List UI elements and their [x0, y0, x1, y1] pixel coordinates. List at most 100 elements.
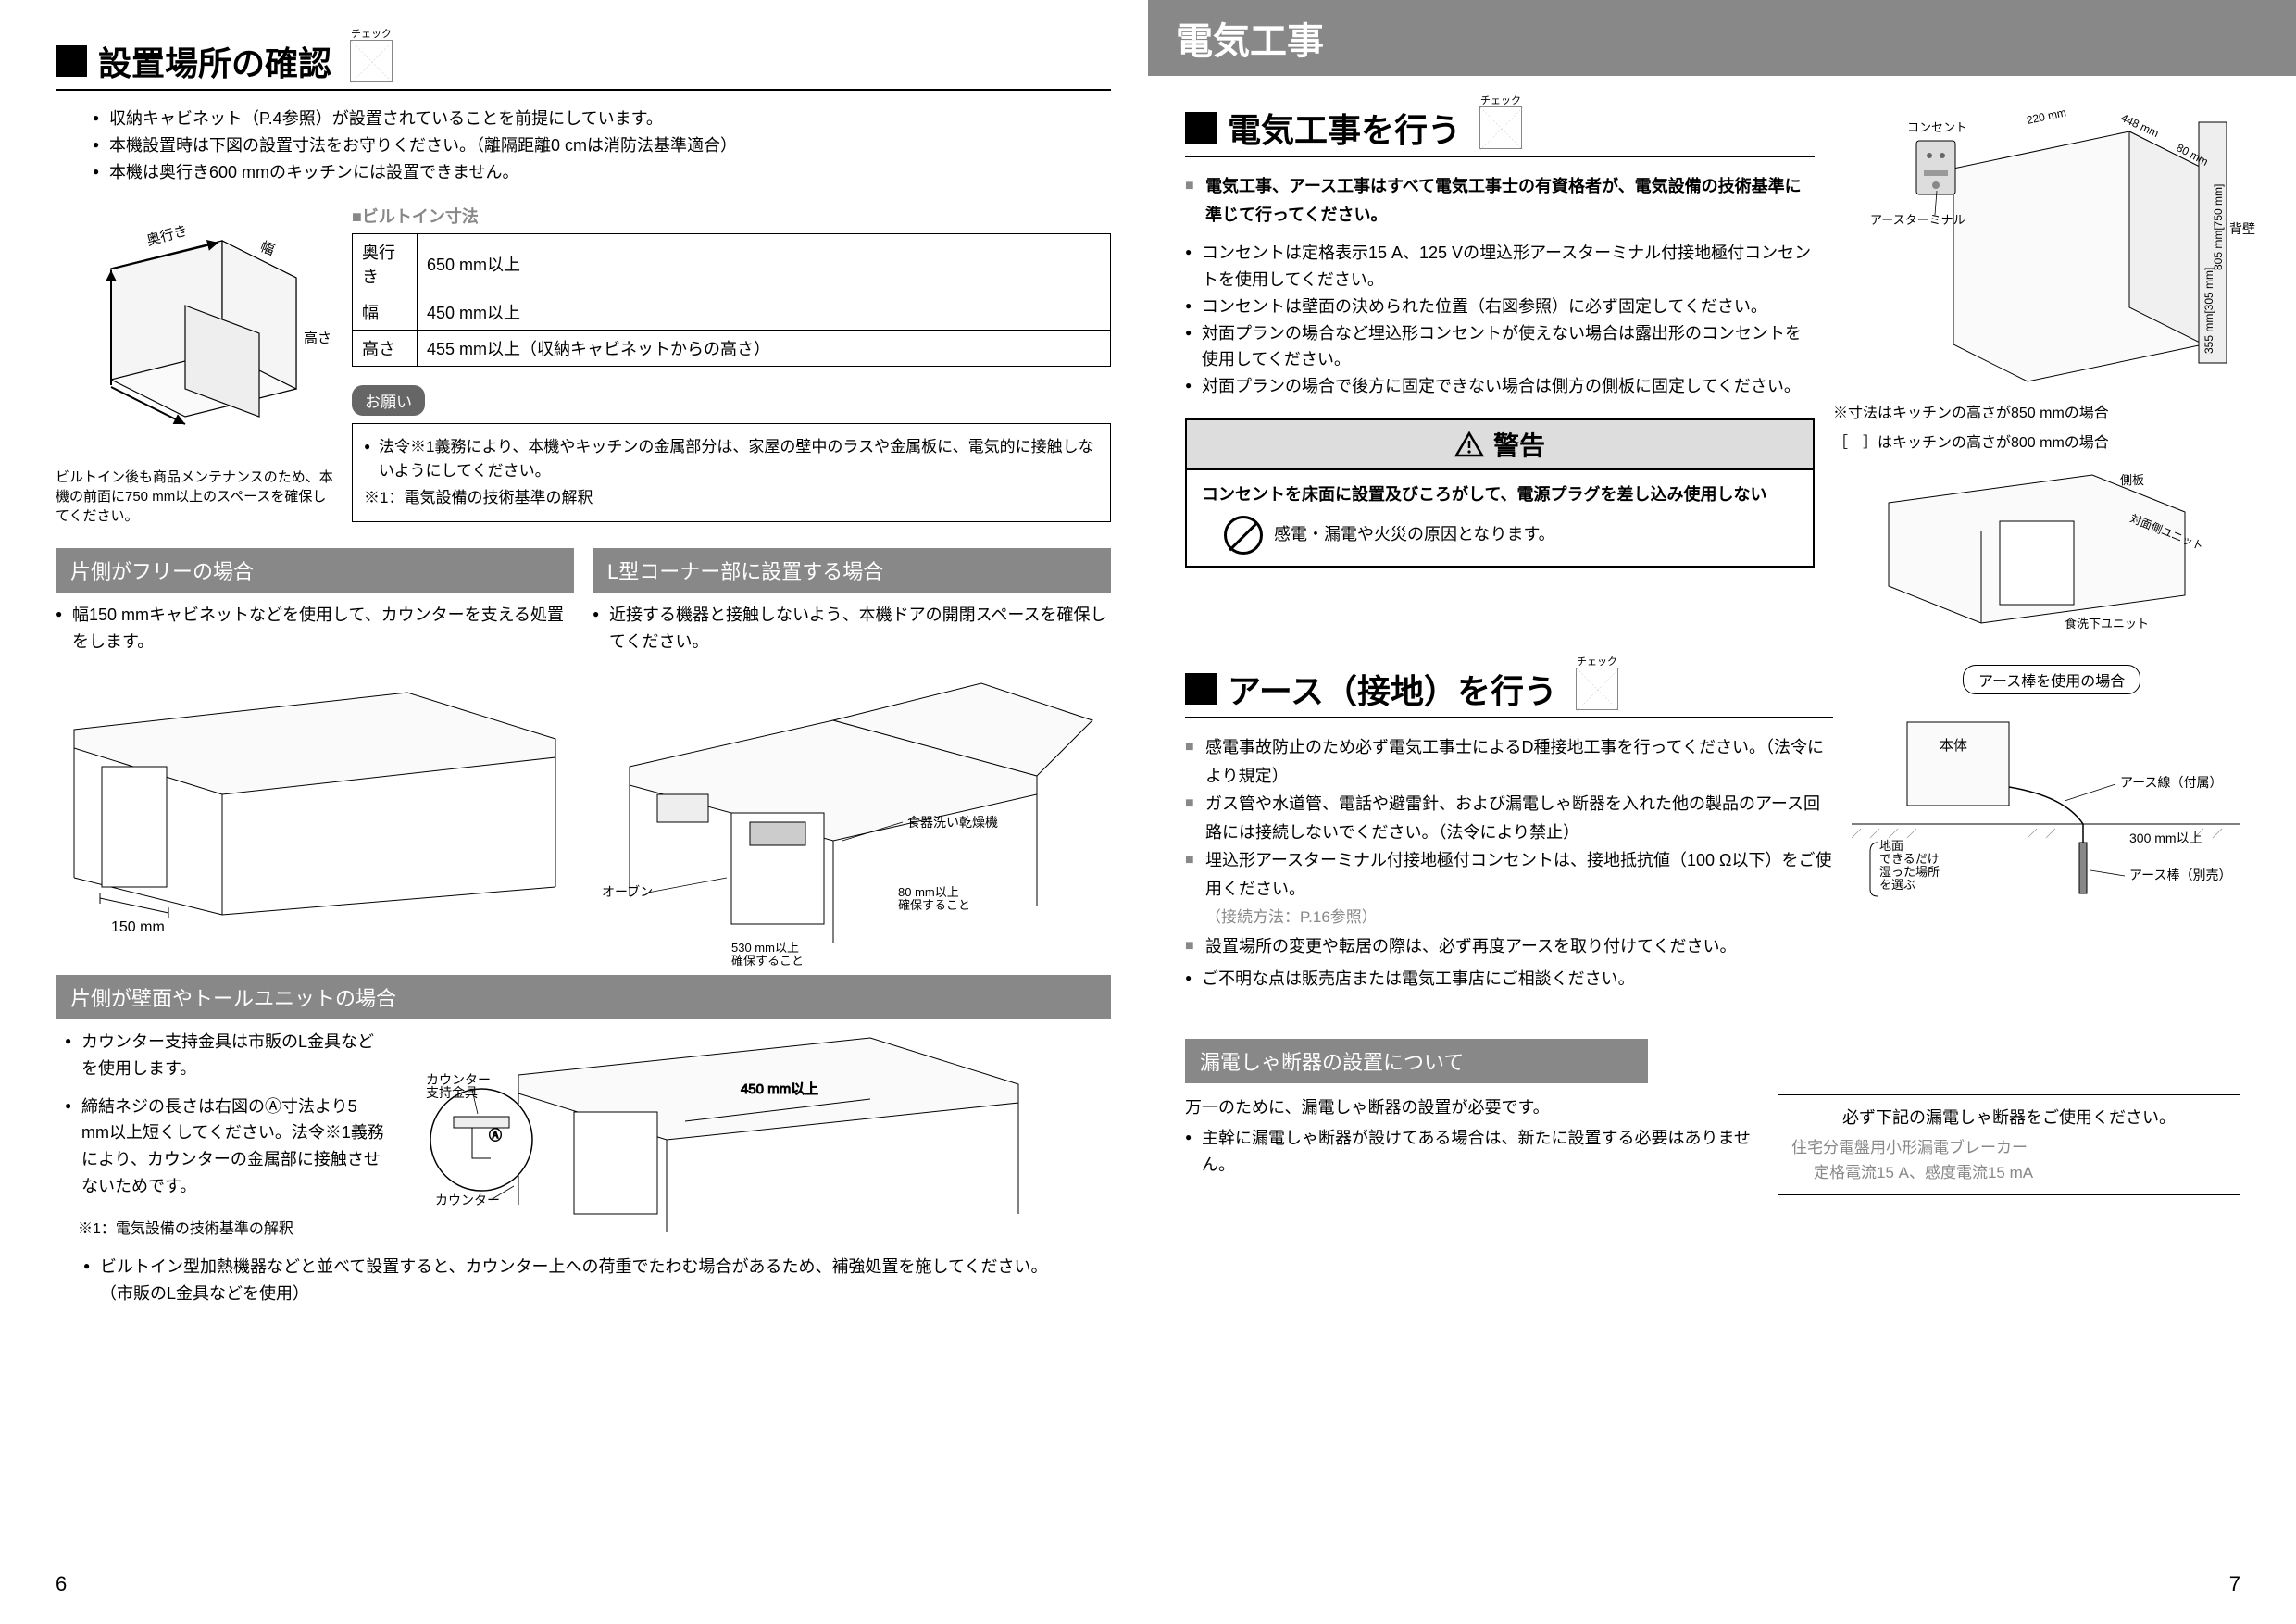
dim-table: 奥行き650 mm以上 幅450 mm以上 高さ455 mm以上（収納キャビネッ… — [352, 233, 1111, 367]
lcorner-col: L型コーナー部に設置する場合 近接する機器と接触しないよう、本機ドアの開閉スペー… — [593, 548, 1111, 956]
svg-text:アース線（付属）: アース線（付属） — [2120, 775, 2222, 790]
ground-last: ご不明な点は販売店または電気工事店にご相談ください。 — [1185, 966, 1833, 993]
warning-line2: 感電・漏電や火災の原因となります。 — [1274, 521, 1555, 548]
spec-l1: 住宅分電盤用小形漏電ブレーカー — [1791, 1135, 2227, 1160]
svg-text:食器洗い乾燥機: 食器洗い乾燥機 — [907, 815, 998, 830]
prohibition-icon — [1224, 516, 1263, 555]
svg-text:アース棒（別売）: アース棒（別売） — [2129, 868, 2231, 882]
page-number: 6 — [56, 1572, 67, 1596]
elec-bullet: コンセントは壁面の決められた位置（右図参照）に必ず固定してください。 — [1185, 294, 1815, 320]
outlet-diagram: コンセント アースターミナル 220 mm 448 mm 80 mm 805 m… — [1833, 104, 2240, 391]
svg-text:805 mm[750 mm]: 805 mm[750 mm] — [2212, 184, 2225, 270]
svg-text:食洗下ユニット: 食洗下ユニット — [2065, 617, 2149, 631]
svg-text:奥行き: 奥行き — [145, 223, 190, 249]
free-side-diagram: 150 mm — [56, 674, 574, 915]
dim-label: 幅 — [353, 294, 418, 331]
elec-bullet: 対面プランの場合など埋込形コンセントが使えない場合は露出形のコンセントを使用して… — [1185, 320, 1815, 374]
page-6: 設置場所の確認 チェック 収納キャビネット（P.4参照）が設置されていることを前… — [0, 0, 1148, 1624]
lcorner-diagram: 食器洗い乾燥機 オーブン 530 mm以上確保すること 80 mm以上確保するこ… — [593, 674, 1111, 952]
svg-text:本体: 本体 — [1940, 738, 1967, 754]
svg-text:355 mm[305 mm]: 355 mm[305 mm] — [2202, 268, 2215, 354]
svg-text:アースターミナル: アースターミナル — [1870, 213, 1965, 227]
warning-triangle-icon — [1454, 431, 1484, 457]
title-elec: 電気工事を行う — [1228, 104, 1461, 152]
onegai-box: ● 法令※1義務により、本機やキッチンの金属部分は、家屋の壁中のラスや金属板に、… — [352, 423, 1111, 522]
table-row: 幅450 mm以上 — [353, 294, 1111, 331]
svg-text:150 mm: 150 mm — [111, 919, 165, 935]
free-side-title: 片側がフリーの場合 — [56, 548, 574, 593]
two-cases: 片側がフリーの場合 幅150 mmキャビネットなどを使用して、カウンターを支える… — [56, 548, 1111, 956]
warning-box: 警告 コンセントを床面に設置及びころがして、電源プラグを差し込み使用しない 感電… — [1185, 418, 1815, 568]
banner-electrical: 電気工事 — [1148, 0, 2296, 76]
elec-lead: 電気工事、アース工事はすべて電気工事士の有資格者が、電気設備の技術基準に準じて行… — [1185, 172, 1815, 229]
spec-title: 必ず下記の漏電しゃ断器をご使用ください。 — [1791, 1105, 2227, 1131]
lcorner-80: 80 mm以上確保すること — [898, 885, 970, 912]
square-bullet — [56, 45, 87, 77]
ground-bullet: 埋込形アースターミナル付接地極付コンセントは、接地抵抗値（100 Ω以下）をご使… — [1185, 846, 1833, 903]
warning-body: コンセントを床面に設置及びころがして、電源プラグを差し込み使用しない 感電・漏電… — [1187, 470, 1813, 566]
dim-note-1: ※寸法はキッチンの高さが850 mmの場合 — [1833, 403, 2240, 425]
check-box: チェック — [350, 40, 393, 82]
check-label: チェック — [1480, 93, 1521, 107]
svg-text:オーブン: オーブン — [602, 884, 653, 899]
ground-bullet: ガス管や水道管、電話や避雷針、および漏電しゃ断器を入れた他の製品のアース回路には… — [1185, 790, 1833, 846]
elec-diagram-col: コンセント アースターミナル 220 mm 448 mm 80 mm 805 m… — [1833, 104, 2240, 637]
svg-text:幅: 幅 — [258, 239, 277, 258]
square-bullet — [1185, 112, 1217, 144]
header-elec: 電気工事を行う チェック — [1185, 104, 1815, 157]
leakage-p2: 主幹に漏電しゃ断器が設けてある場合は、新たに設置する必要はありません。 — [1185, 1125, 1759, 1179]
wall-unit-b2: 締結ネジの長さは右図のⒶ寸法より5 mm以上短くしてください。法令※1義務により… — [65, 1093, 389, 1200]
lcorner-title: L型コーナー部に設置する場合 — [593, 548, 1111, 593]
dim-val: 450 mm以上 — [418, 294, 1111, 331]
wall-unit-title: 片側が壁面やトールユニットの場合 — [56, 975, 1111, 1019]
intro-item: 本機設置時は下図の設置寸法をお守りください。（離隔距離0 cmは消防法基準適合） — [93, 132, 1111, 159]
ground-ref: （接続方法：P.16参照） — [1205, 904, 1833, 927]
leakage-spec-box: 必ず下記の漏電しゃ断器をご使用ください。 住宅分電盤用小形漏電ブレーカー 定格電… — [1778, 1094, 2240, 1195]
ground-bullet: 感電事故防止のため必ず電気工事士によるD種接地工事を行ってください。（法令により… — [1185, 733, 1833, 790]
warning-title: 警告 — [1493, 426, 1545, 463]
svg-text:カウンター: カウンター — [435, 1193, 500, 1207]
dim-col: ■ビルトイン寸法 奥行き650 mm以上 幅450 mm以上 高さ455 mm以… — [352, 204, 1111, 522]
free-side-text: 幅150 mmキャビネットなどを使用して、カウンターを支える処置をします。 — [56, 602, 574, 656]
table-row: 高さ455 mm以上（収納キャビネットからの高さ） — [353, 331, 1111, 367]
ground-svg: 本体 アース線（付属） アース棒（別売） 300 mm以上 地面できるだけ湿った… — [1852, 694, 2240, 907]
wall-unit-note: ※1：電気設備の技術基準の解釈 — [78, 1218, 389, 1241]
bottom-note: ビルトイン型加熱機器などと並べて設置すると、カウンター上への荷重でたわむ場合があ… — [83, 1254, 1111, 1307]
iso-diagram-wrap: 奥行き 幅 高さ ビルトイン後も商品メンテナンスのため、本機の前面に750 mm… — [56, 204, 333, 526]
svg-text:側板: 側板 — [2120, 473, 2144, 487]
svg-text:450 mm以上: 450 mm以上 — [741, 1081, 818, 1097]
leakage-section: 漏電しゃ断器の設置について 万一のために、漏電しゃ断器の設置が必要です。 主幹に… — [1185, 1039, 2240, 1196]
dim-title: ■ビルトイン寸法 — [352, 204, 1111, 228]
wall-unit-b1: カウンター支持金具は市販のL金具などを使用します。 — [65, 1029, 389, 1082]
check-label: チェック — [351, 26, 392, 41]
wall-unit-diagram: Ⓐ カウンター支持金具 カウンター 450 mm以上 — [407, 1029, 1037, 1232]
prohibition: 感電・漏電や火災の原因となります。 — [1202, 516, 1798, 555]
dim-note-2: ［ ］はキッチンの高さが800 mmの場合 — [1833, 432, 2240, 455]
dim-val: 650 mm以上 — [418, 234, 1111, 294]
onegai-label: お願い — [352, 385, 425, 416]
intro-list: 収納キャビネット（P.4参照）が設置されていることを前提にしています。 本機設置… — [93, 106, 1111, 185]
leakage-title: 漏電しゃ断器の設置について — [1185, 1039, 1648, 1083]
lcorner-text: 近接する機器と接触しないよう、本機ドアの開閉スペースを確保してください。 — [593, 602, 1111, 656]
onegai-block: お願い ● 法令※1義務により、本機やキッチンの金属部分は、家屋の壁中のラスや金… — [352, 385, 1111, 522]
iso-caption: ビルトイン後も商品メンテナンスのため、本機の前面に750 mm以上のスペースを確… — [56, 468, 333, 526]
lcorner-530: 530 mm以上確保すること — [731, 941, 804, 968]
svg-text:300 mm以上: 300 mm以上 — [2129, 831, 2202, 845]
elec-top-row: 電気工事を行う チェック 電気工事、アース工事はすべて電気工事士の有資格者が、電… — [1185, 104, 2240, 637]
elec-bullet: 対面プランの場合で後方に固定できない場合は側方の側板に固定してください。 — [1185, 373, 1815, 400]
svg-text:コンセント: コンセント — [1907, 120, 1967, 134]
page-number: 7 — [2229, 1572, 2240, 1596]
svg-text:220 mm: 220 mm — [2026, 106, 2067, 127]
title-install: 設置場所の確認 — [98, 37, 331, 85]
warning-line1: コンセントを床面に設置及びころがして、電源プラグを差し込み使用しない — [1202, 481, 1798, 508]
page-7: 電気工事 電気工事を行う チェック 電気工事、アース工事はすべて電気工事士の有資… — [1148, 0, 2296, 1624]
intro-item: 本機は奥行き600 mmのキッチンには設置できません。 — [93, 159, 1111, 186]
header-ground: アース（接地）を行う チェック — [1185, 665, 1833, 718]
free-side-col: 片側がフリーの場合 幅150 mmキャビネットなどを使用して、カウンターを支える… — [56, 548, 574, 956]
iso-row: 奥行き 幅 高さ ビルトイン後も商品メンテナンスのため、本機の前面に750 mm… — [56, 204, 1111, 526]
check-box: チェック — [1576, 668, 1618, 710]
dim-label: 高さ — [353, 331, 418, 367]
unit-diagram: 側板 対面側ユニット 食洗下ユニット — [1833, 466, 2240, 632]
svg-text:地面できるだけ湿った場所を選ぶ: 地面できるだけ湿った場所を選ぶ — [1879, 839, 1940, 892]
ground-diagram-col: アース棒を使用の場合 本体 アース線（ — [1852, 665, 2240, 912]
